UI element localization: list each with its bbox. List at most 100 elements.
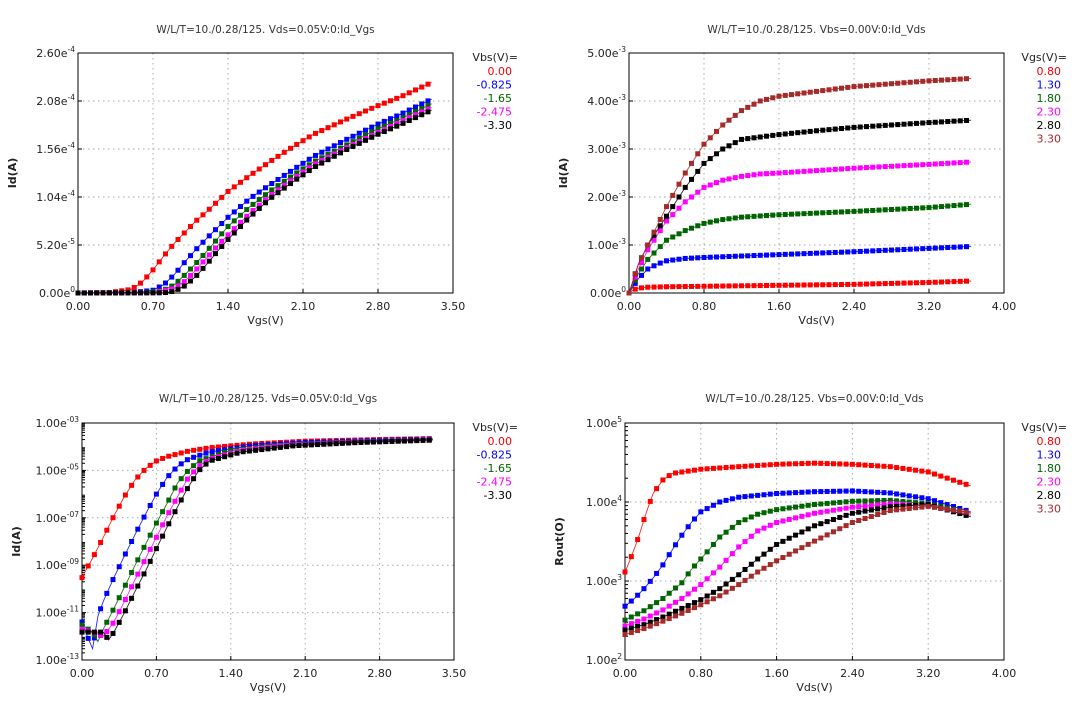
data-point <box>315 442 321 448</box>
data-point <box>739 253 744 259</box>
data-point <box>830 461 836 467</box>
data-point <box>876 248 882 254</box>
data-point <box>889 280 894 286</box>
data-point <box>141 544 147 550</box>
data-point <box>964 278 969 284</box>
data-point <box>225 224 231 230</box>
data-point <box>306 168 312 174</box>
data-point <box>191 476 197 482</box>
data-point <box>799 545 805 551</box>
data-point <box>331 122 337 128</box>
data-point <box>131 284 137 290</box>
data-point <box>206 258 212 264</box>
data-point <box>184 486 190 492</box>
data-point <box>894 491 900 497</box>
y-tick-exponent: -4 <box>68 141 76 150</box>
data-point <box>767 462 773 468</box>
data-point <box>641 608 647 614</box>
data-point <box>213 251 218 257</box>
data-point <box>875 506 881 512</box>
data-point <box>805 489 811 495</box>
chart-title: W/L/T=10./0.28/125. Vbs=0.00V:0:Id_Vds <box>707 24 925 36</box>
data-point <box>231 218 237 224</box>
data-point <box>913 502 919 508</box>
x-tick-label: 4.00 <box>992 667 1017 680</box>
data-point <box>664 218 669 224</box>
data-point <box>714 254 719 260</box>
data-point <box>682 284 688 290</box>
data-point <box>356 130 362 136</box>
data-point <box>757 283 763 289</box>
data-point <box>628 598 634 604</box>
data-point <box>906 505 912 511</box>
data-point <box>723 589 729 595</box>
legend-entry: -2.475 <box>477 476 512 489</box>
data-point <box>906 499 912 505</box>
data-point <box>657 260 663 266</box>
data-point <box>213 245 218 251</box>
data-point <box>818 535 824 541</box>
y-tick-exponent: -4 <box>68 189 76 198</box>
x-tick-label: 3.50 <box>442 667 467 680</box>
data-point <box>767 546 773 552</box>
data-point <box>881 505 887 511</box>
data-point <box>172 452 178 458</box>
data-point <box>250 170 256 176</box>
data-point <box>964 117 969 123</box>
data-point <box>203 456 209 462</box>
data-point <box>742 463 748 469</box>
data-point <box>932 245 938 251</box>
data-point <box>957 244 963 250</box>
data-point <box>919 504 925 510</box>
data-point <box>764 213 769 219</box>
data-point <box>331 143 337 149</box>
y-tick-exponent: -3 <box>619 189 627 198</box>
data-point <box>920 280 926 286</box>
data-point <box>704 576 710 582</box>
data-point <box>876 82 882 88</box>
data-point <box>812 510 817 516</box>
data-point <box>851 281 857 287</box>
data-point <box>150 290 156 296</box>
y-tick-exponent: -13 <box>67 652 79 661</box>
data-point <box>839 282 844 288</box>
data-point <box>116 609 122 615</box>
data-point <box>920 120 926 126</box>
data-point <box>870 123 876 129</box>
y-tick-exponent: -4 <box>68 93 76 102</box>
data-point <box>91 552 97 558</box>
data-point <box>163 280 168 286</box>
data-point <box>666 616 672 622</box>
data-point <box>632 271 638 277</box>
data-point <box>184 476 190 482</box>
data-point <box>767 562 773 568</box>
data-point <box>110 630 116 636</box>
data-point <box>945 245 951 251</box>
data-point <box>91 629 97 635</box>
data-point <box>344 136 350 142</box>
data-point <box>907 206 913 212</box>
data-point <box>780 506 786 512</box>
data-point <box>906 466 912 472</box>
data-point <box>666 473 672 479</box>
data-point <box>383 439 389 445</box>
data-point <box>857 208 863 214</box>
data-point <box>632 274 638 280</box>
data-point <box>356 135 362 141</box>
data-point <box>913 505 919 511</box>
data-point <box>894 465 900 471</box>
data-point <box>845 166 851 172</box>
data-point <box>926 120 932 126</box>
data-point <box>222 454 228 460</box>
data-point <box>269 192 275 197</box>
data-point <box>826 250 832 256</box>
data-point <box>714 180 719 186</box>
data-point <box>191 463 197 469</box>
data-point <box>770 132 776 138</box>
data-point <box>776 170 782 176</box>
y-tick-label: 5.20e-5 <box>36 237 75 252</box>
data-point <box>639 255 644 261</box>
data-point <box>129 584 135 590</box>
data-point <box>269 194 275 200</box>
data-point <box>350 133 356 139</box>
